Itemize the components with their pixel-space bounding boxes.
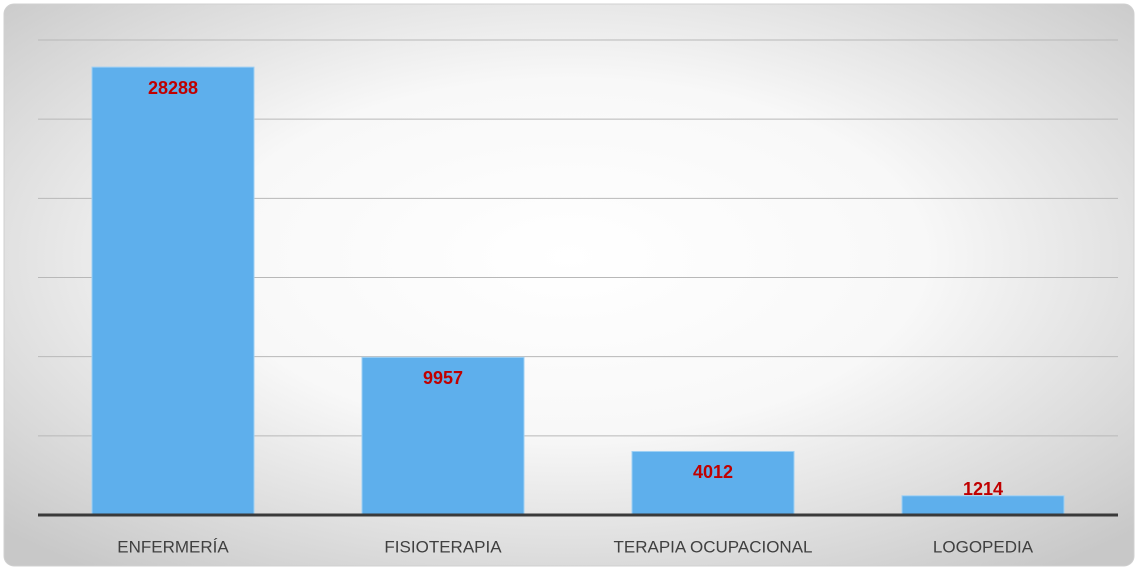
x-tick-label: LOGOPEDIA [933,537,1034,556]
x-tick-label: ENFERMERÍA [117,537,229,556]
data-label: 1214 [963,479,1003,499]
data-label: 28288 [148,78,198,98]
chart-background [3,3,1135,567]
bar [91,66,255,516]
x-tick-label: FISIOTERAPIA [384,537,502,556]
data-label: 9957 [423,368,463,388]
data-label: 4012 [693,462,733,482]
bar [631,450,795,516]
bar [361,356,525,516]
x-tick-label: TERAPIA OCUPACIONAL [613,537,812,556]
